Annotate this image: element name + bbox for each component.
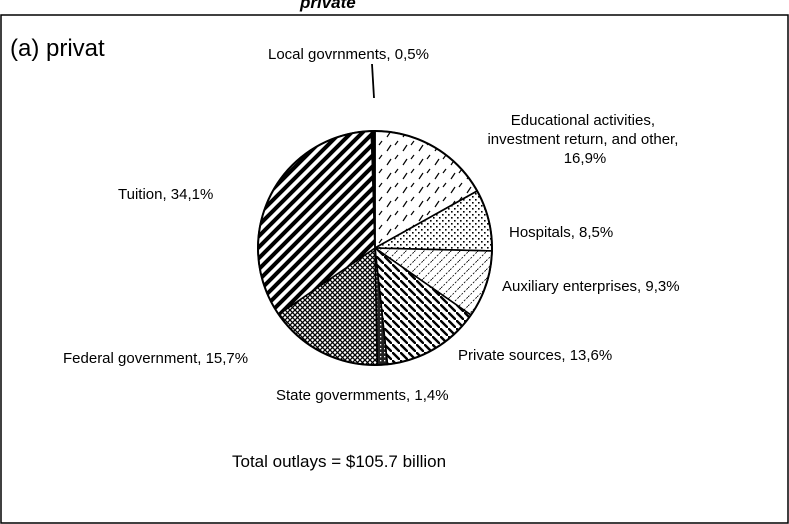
slice-label-federal-government: Federal government, 15,7% [63, 350, 248, 367]
clipped-header-text: private [299, 0, 356, 12]
total-outlays-annotation: Total outlays = $105.7 billion [232, 452, 446, 471]
slice-label-educational-activities: Educational activities, investment retur… [487, 112, 682, 167]
slice-label-hospitals: Hospitals, 8,5% [509, 224, 613, 241]
leader-line-local-governments [371, 63, 375, 99]
panel-label: (a) privat [10, 35, 105, 62]
pie-outline [257, 130, 493, 366]
slice-label-state-governments: State govermments, 1,4% [276, 387, 449, 404]
panel-frame [0, 14, 789, 524]
slice-label-private-sources: Private sources, 13,6% [458, 347, 612, 364]
slice-label-tuition: Tuition, 34,1% [118, 186, 213, 203]
pie-slices [257, 130, 493, 366]
slice-label-auxiliary-enterprises: Auxiliary enterprises, 9,3% [502, 278, 680, 295]
slice-label-local-governments: Local govrnments, 0,5% [268, 46, 429, 63]
